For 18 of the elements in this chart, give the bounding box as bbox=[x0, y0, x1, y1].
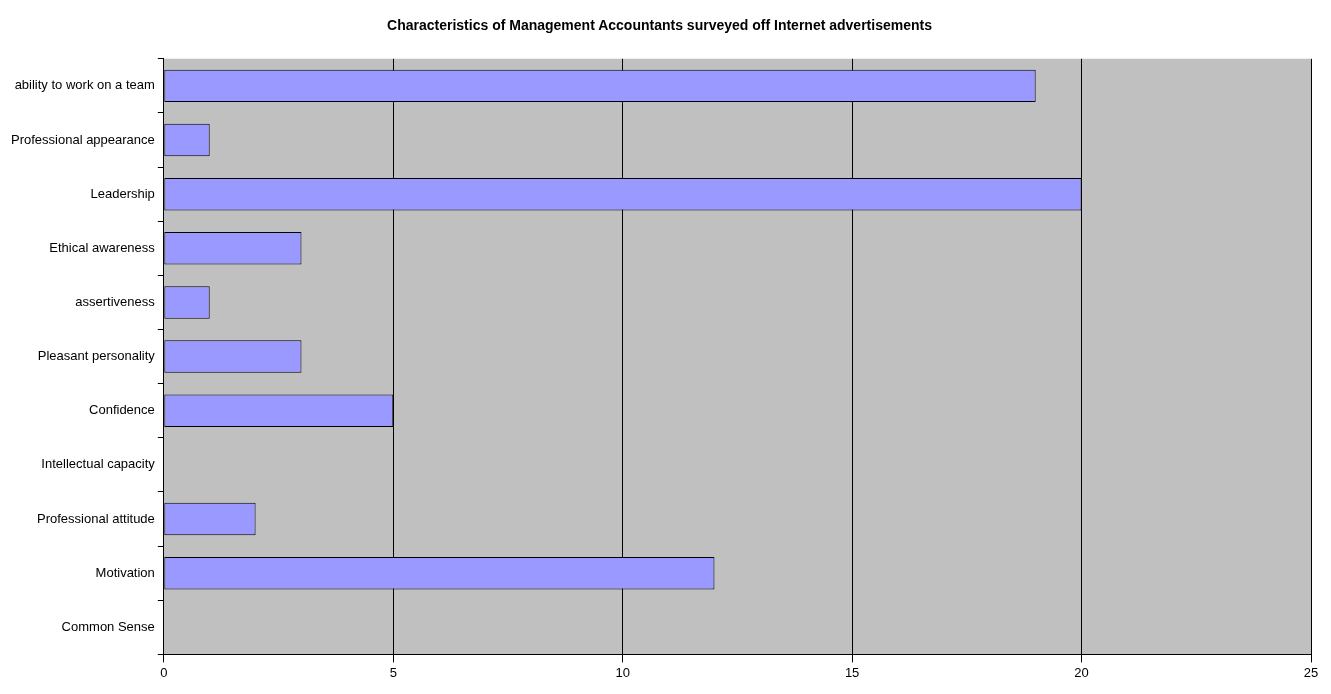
y-tick-label: assertiveness bbox=[75, 294, 156, 310]
x-tick-label: 0 bbox=[160, 664, 168, 680]
y-tick-label: Motivation bbox=[95, 564, 155, 580]
x-tick-label: 25 bbox=[1303, 664, 1319, 680]
y-tick-label: Intellectual capacity bbox=[41, 456, 156, 472]
y-tick-label: ability to work on a team bbox=[14, 77, 155, 93]
y-tick-label: Leadership bbox=[90, 185, 155, 201]
y-tick-label: Professional appearance bbox=[10, 131, 155, 147]
y-tick-label: Confidence bbox=[89, 402, 155, 418]
y-tick-label: Professional attitude bbox=[37, 510, 155, 526]
x-tick-label: 10 bbox=[615, 664, 630, 680]
y-tick-label: Common Sense bbox=[61, 618, 155, 634]
y-tick-label: Pleasant personality bbox=[37, 348, 156, 364]
x-tick-label: 15 bbox=[844, 664, 860, 680]
x-tick-label: 20 bbox=[1074, 664, 1089, 680]
x-tick-label: 5 bbox=[389, 664, 397, 680]
chart-title: Characteristics of Management Accountants surveyed off Internet advertisements bbox=[387, 17, 933, 34]
y-tick-label: Ethical awareness bbox=[49, 239, 156, 255]
